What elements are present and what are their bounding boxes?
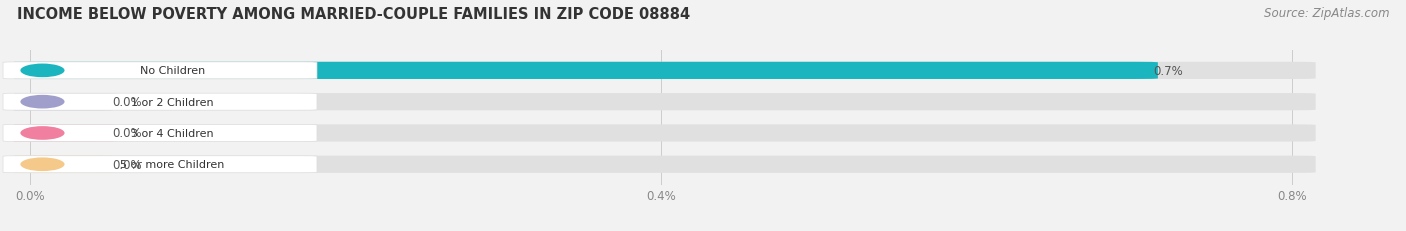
Text: No Children: No Children <box>141 66 205 76</box>
Text: 0.0%: 0.0% <box>112 158 142 171</box>
FancyBboxPatch shape <box>3 156 316 173</box>
Ellipse shape <box>20 158 65 171</box>
FancyBboxPatch shape <box>6 125 1316 142</box>
FancyBboxPatch shape <box>6 125 117 142</box>
Ellipse shape <box>20 127 65 140</box>
Text: 3 or 4 Children: 3 or 4 Children <box>131 128 214 138</box>
Ellipse shape <box>20 95 65 109</box>
Text: 0.0%: 0.0% <box>112 127 142 140</box>
FancyBboxPatch shape <box>6 94 117 111</box>
FancyBboxPatch shape <box>3 125 316 142</box>
FancyBboxPatch shape <box>6 156 1316 173</box>
FancyBboxPatch shape <box>6 94 1316 111</box>
FancyBboxPatch shape <box>6 63 1316 80</box>
Text: 0.7%: 0.7% <box>1153 65 1182 78</box>
Text: 0.0%: 0.0% <box>112 96 142 109</box>
Text: Source: ZipAtlas.com: Source: ZipAtlas.com <box>1264 7 1389 20</box>
FancyBboxPatch shape <box>3 94 316 111</box>
Text: INCOME BELOW POVERTY AMONG MARRIED-COUPLE FAMILIES IN ZIP CODE 08884: INCOME BELOW POVERTY AMONG MARRIED-COUPL… <box>17 7 690 22</box>
Text: 1 or 2 Children: 1 or 2 Children <box>131 97 214 107</box>
Ellipse shape <box>20 64 65 78</box>
FancyBboxPatch shape <box>6 63 1159 80</box>
FancyBboxPatch shape <box>6 156 117 173</box>
FancyBboxPatch shape <box>3 63 316 79</box>
Text: 5 or more Children: 5 or more Children <box>121 160 225 170</box>
